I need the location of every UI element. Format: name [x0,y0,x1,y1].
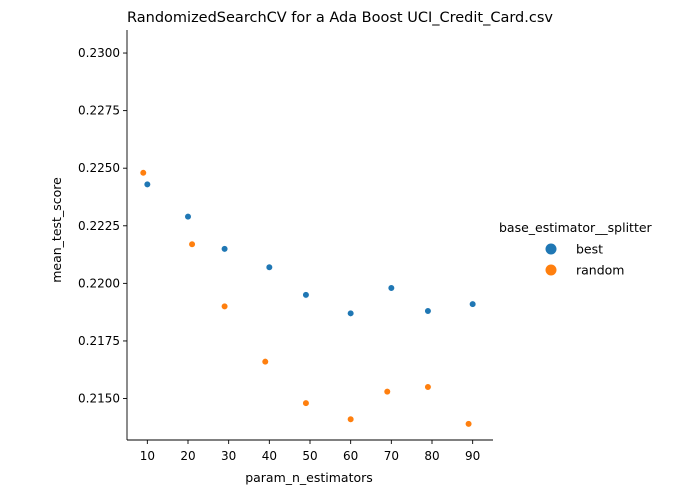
data-point [184,212,192,221]
data-point [143,180,151,188]
x-tick-label: 40 [262,449,277,463]
y-tick-label: 0.2250 [78,161,120,175]
legend: base_estimator__splitter best random [499,220,653,278]
data-point [221,245,229,253]
x-tick-label: 30 [221,449,236,463]
data-point [302,399,310,407]
data-point [424,307,432,315]
legend-title: base_estimator__splitter [499,220,653,235]
y-axis-label: mean_test_score [49,177,64,283]
data-point [424,383,432,391]
x-tick-label: 60 [343,449,358,463]
data-point [139,169,147,177]
x-tick-label: 20 [180,449,195,463]
y-tick-label: 0.2175 [78,334,120,348]
x-tick-label: 10 [140,449,155,463]
data-point [261,358,269,366]
x-tick-label: 90 [465,449,480,463]
y-tick-label: 0.2300 [78,46,120,60]
plot-area [139,169,477,428]
x-axis-label: param_n_estimators [245,470,373,485]
y-tick-label: 0.2150 [78,392,120,406]
x-tick-label: 80 [424,449,439,463]
data-point [221,302,229,311]
y-tick-label: 0.2275 [78,104,120,118]
y-tick-label: 0.2225 [78,219,120,233]
data-point [347,309,355,317]
data-point [469,300,477,308]
legend-marker [545,264,557,276]
data-point [188,240,196,248]
data-point [302,291,310,299]
data-point [265,263,273,271]
x-tick-label: 70 [384,449,399,463]
y-axis: 0.2150 0.2175 0.2200 0.2225 0.2250 0.2275 0.23… [78,30,128,440]
series-random [139,169,473,428]
data-point [383,388,391,396]
data-point [387,284,395,292]
data-point [347,415,355,423]
legend-marker [545,243,557,255]
series-best [143,180,477,317]
data-point [465,420,473,428]
chart-title: RandomizedSearchCV for a Ada Boost UCI_C… [127,10,553,26]
legend-label: random [576,263,624,278]
y-tick-label: 0.2200 [78,276,120,290]
x-tick-label: 50 [302,449,317,463]
x-axis: 10 20 30 40 50 60 70 80 90 [127,439,493,463]
legend-label: best [576,242,603,257]
